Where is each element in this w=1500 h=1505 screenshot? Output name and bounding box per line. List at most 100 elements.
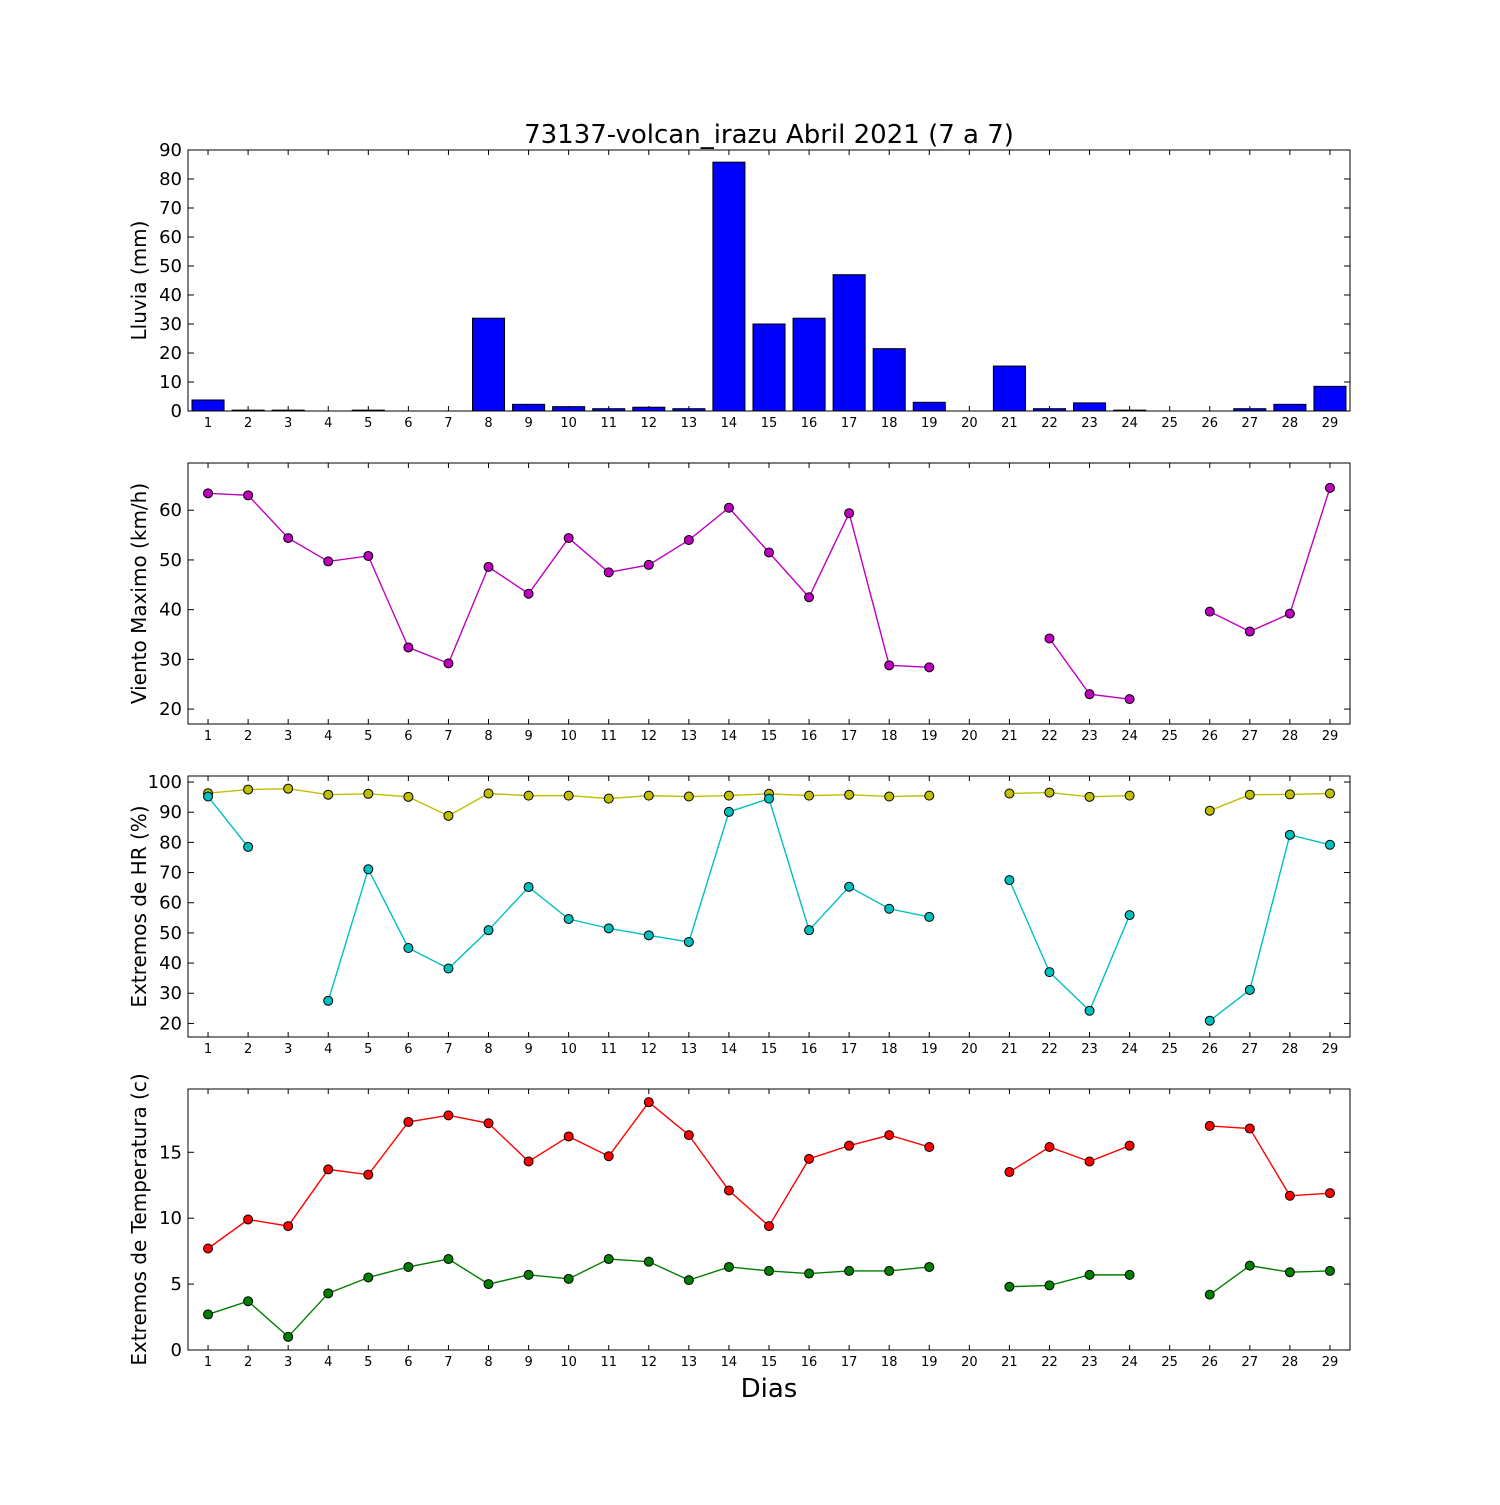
y-tick-label: 60 — [159, 227, 182, 248]
x-tick-label: 13 — [681, 729, 698, 744]
data-point — [804, 592, 815, 603]
x-tick-label: 27 — [1242, 1355, 1259, 1370]
bar — [872, 348, 906, 412]
y-tick-label: 80 — [159, 169, 182, 190]
x-tick-label: 26 — [1201, 416, 1218, 431]
data-point — [483, 788, 494, 799]
data-point — [243, 841, 254, 852]
x-tick-label: 7 — [444, 1355, 452, 1370]
figure-title: 73137-volcan_irazu Abril 2021 (7 a 7) — [524, 120, 1014, 150]
bar — [592, 408, 626, 412]
data-point — [1084, 791, 1095, 802]
x-tick-label: 24 — [1121, 729, 1138, 744]
series-line — [1009, 1274, 1130, 1288]
x-tick-label: 4 — [324, 1355, 332, 1370]
x-tick-label: 10 — [560, 416, 577, 431]
data-point — [323, 1164, 334, 1175]
bar — [191, 399, 225, 412]
x-tick-label: 18 — [881, 1042, 898, 1057]
x-tick-label: 27 — [1242, 416, 1259, 431]
x-tick-label: 9 — [524, 729, 532, 744]
x-tick-label: 2 — [244, 1355, 252, 1370]
data-point — [884, 1130, 895, 1141]
x-tick-label: 9 — [524, 1355, 532, 1370]
bar — [552, 406, 586, 412]
data-point — [523, 588, 534, 599]
x-tick-label: 8 — [484, 729, 492, 744]
data-point — [403, 942, 414, 953]
x-tick-label: 6 — [404, 1355, 412, 1370]
x-tick-label: 16 — [801, 1355, 818, 1370]
x-tick-label: 7 — [444, 1042, 452, 1057]
data-point — [523, 790, 534, 801]
x-tick-label: 21 — [1001, 1355, 1018, 1370]
data-point — [764, 1265, 774, 1276]
y-tick-label: 15 — [159, 1142, 182, 1163]
data-point — [563, 1273, 574, 1284]
data-point — [443, 658, 454, 669]
data-point — [1044, 787, 1055, 798]
x-tick-label: 25 — [1161, 1042, 1178, 1057]
data-point — [683, 1130, 694, 1141]
data-point — [924, 662, 935, 673]
x-tick-label: 12 — [641, 729, 658, 744]
data-point — [443, 963, 454, 974]
x-tick-label: 9 — [524, 1042, 532, 1057]
data-point — [643, 1097, 654, 1108]
data-point — [1124, 1140, 1135, 1151]
data-point — [1004, 1281, 1015, 1292]
y-tick-label: 30 — [159, 649, 182, 670]
x-tick-label: 10 — [560, 1042, 577, 1057]
x-tick-label: 3 — [284, 1042, 292, 1057]
x-tick-label: 15 — [761, 1355, 778, 1370]
x-axis-label: Dias — [741, 1374, 798, 1404]
data-point — [924, 1261, 935, 1272]
x-tick-label: 17 — [841, 416, 858, 431]
data-point — [844, 1265, 855, 1276]
data-point — [643, 790, 654, 801]
y-tick-label: 80 — [159, 832, 182, 853]
data-point — [323, 556, 334, 567]
x-tick-label: 14 — [721, 416, 738, 431]
data-point — [1044, 1280, 1055, 1291]
series-line — [207, 796, 249, 848]
series-line — [1209, 487, 1331, 633]
x-tick-label: 27 — [1242, 729, 1259, 744]
x-tick-label: 2 — [244, 416, 252, 431]
data-point — [603, 567, 614, 578]
x-tick-label: 15 — [761, 1042, 778, 1057]
data-point — [1044, 1142, 1055, 1152]
data-point — [924, 1142, 935, 1152]
x-tick-label: 20 — [961, 729, 978, 744]
bar — [1113, 409, 1147, 412]
x-tick-label: 16 — [801, 1042, 818, 1057]
series-line — [1009, 791, 1130, 798]
data-point — [523, 882, 534, 893]
x-tick-label: 6 — [404, 729, 412, 744]
y-tick-label: 100 — [148, 772, 182, 793]
x-tick-label: 4 — [324, 729, 332, 744]
x-tick-label: 13 — [681, 1355, 698, 1370]
x-tick-label: 14 — [721, 1042, 738, 1057]
data-point — [363, 1272, 374, 1283]
x-tick-label: 23 — [1081, 729, 1098, 744]
x-tick-label: 5 — [364, 416, 372, 431]
x-tick-label: 22 — [1041, 416, 1058, 431]
x-tick-label: 19 — [921, 1355, 938, 1370]
x-tick-label: 11 — [600, 1355, 617, 1370]
x-tick-label: 29 — [1322, 1355, 1339, 1370]
data-point — [1084, 689, 1095, 700]
data-point — [683, 936, 694, 947]
data-point — [243, 784, 254, 795]
data-point — [403, 1261, 414, 1272]
x-tick-label: 23 — [1081, 1042, 1098, 1057]
y-tick-label: 30 — [159, 983, 182, 1004]
bar — [271, 409, 305, 412]
y-tick-label: 50 — [159, 923, 182, 944]
x-tick-label: 3 — [284, 729, 292, 744]
data-point — [1324, 1265, 1335, 1276]
data-point — [1324, 839, 1335, 850]
x-tick-label: 28 — [1282, 1042, 1299, 1057]
data-point — [1124, 790, 1135, 801]
